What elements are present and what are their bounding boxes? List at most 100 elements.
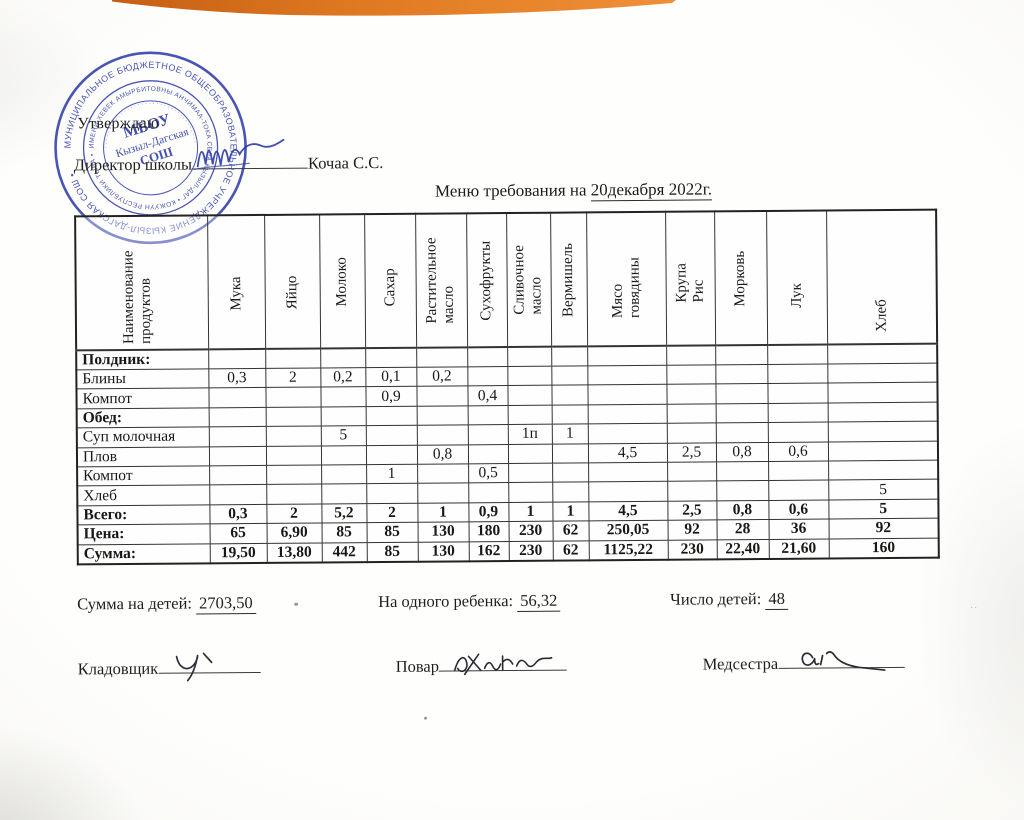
- cell: 0,1: [365, 367, 417, 388]
- column-header: Морковь: [714, 211, 768, 346]
- header-row: Наименование продуктов Мука Яйцо Молоко Саха…: [75, 209, 938, 351]
- cell: 36: [768, 519, 829, 540]
- cell: [716, 461, 769, 482]
- cell: 2,5: [667, 500, 717, 521]
- cell: 6,90: [266, 523, 322, 543]
- cell: 0,8: [416, 444, 469, 465]
- cell: 1125,22: [588, 539, 668, 560]
- column-header-text: Крупа Рис: [672, 263, 707, 303]
- cell: [265, 445, 322, 466]
- cell: [416, 386, 468, 407]
- cell: 130: [417, 541, 469, 562]
- cell: [667, 481, 717, 502]
- title-prefix: Меню требования на: [434, 180, 591, 201]
- cook-signature: [453, 653, 553, 676]
- cell: [365, 444, 418, 465]
- column-header-text: Сливочное масло: [511, 245, 545, 315]
- menu-table: Наименование продуктов Мука Яйцо Молоко Саха…: [74, 208, 940, 565]
- cell: [507, 346, 552, 367]
- cell: [208, 348, 266, 369]
- cell: 19,50: [209, 542, 267, 563]
- row-label: Сумма:: [77, 543, 210, 564]
- cell: [827, 382, 938, 403]
- cell: [467, 405, 508, 426]
- column-header-rotated: Вермишель: [551, 214, 587, 344]
- cell: 85: [366, 522, 418, 543]
- children-sum: Сумма на детей: 2703,50: [77, 593, 256, 615]
- row-label: Компот: [77, 465, 210, 487]
- cell: 0,2: [416, 366, 468, 387]
- per-child: На одного ребенка: 56,32: [378, 590, 561, 612]
- cell: 0,6: [767, 441, 829, 462]
- cell: [587, 384, 667, 405]
- cell: [321, 464, 367, 485]
- cell: [767, 422, 828, 443]
- children-count-label: Число детей:: [670, 589, 762, 609]
- cell: 0,6: [768, 499, 829, 520]
- cell: 13,80: [266, 542, 322, 563]
- cell: [208, 407, 266, 428]
- cook-label: Повар: [395, 656, 440, 676]
- cell: [507, 366, 552, 386]
- cell: [320, 387, 366, 407]
- cell: 0,9: [468, 502, 509, 522]
- column-header-rotated: Сливочное масло: [507, 215, 551, 345]
- name-header-text: Наименование продуктов: [120, 250, 155, 345]
- cell: [767, 402, 828, 423]
- storekeeper-label: Кладовщик: [77, 658, 159, 679]
- title-date: 20декабря 2022г.: [590, 179, 713, 202]
- column-header-rotated: Сухофрукты: [467, 215, 507, 345]
- cell: [716, 480, 769, 501]
- nurse-signature: [801, 651, 886, 671]
- cell: [827, 421, 938, 442]
- row-label: Всего:: [77, 504, 210, 526]
- cell: 21,60: [768, 538, 829, 559]
- column-header-rotated: Морковь: [715, 213, 767, 343]
- storekeeper-signature: [175, 652, 213, 682]
- children-count-value: 48: [765, 588, 789, 611]
- column-header: Лук: [766, 210, 828, 345]
- cell: 5: [828, 479, 939, 500]
- cell: 230: [667, 539, 717, 560]
- cell: 92: [828, 518, 939, 539]
- cell: 5: [828, 498, 939, 520]
- column-header-rotated: Мука: [208, 217, 265, 347]
- cell: [828, 460, 939, 481]
- cell: [551, 443, 589, 464]
- cell: 2: [366, 502, 418, 523]
- cell: 160: [828, 537, 939, 559]
- cell: [587, 404, 667, 425]
- column-header-rotated: Крупа Рис: [666, 213, 715, 343]
- column-header: Яйцо: [264, 214, 321, 349]
- cell: [551, 404, 588, 425]
- cell: 28: [716, 519, 769, 540]
- cell: 1: [551, 424, 588, 444]
- cell: 85: [366, 541, 418, 562]
- cell: [208, 426, 266, 447]
- cell: [266, 464, 322, 485]
- cell: [827, 401, 938, 423]
- row-label: Цена:: [77, 524, 210, 545]
- cell: [265, 348, 321, 369]
- cell: 62: [552, 540, 589, 561]
- cell: [588, 481, 668, 502]
- school-stamp: МУНИЦИПАЛЬНОЕ БЮДЖЕТНОЕ ОБЩЕОБРАЗОВАТЕЛЬ…: [54, 51, 247, 245]
- cell: 2,5: [666, 442, 717, 463]
- cell: [265, 426, 321, 446]
- cell: [365, 406, 417, 426]
- cell: 0,8: [716, 500, 769, 521]
- cell: [507, 404, 552, 425]
- cell: [208, 387, 266, 408]
- cell: [551, 346, 588, 367]
- cell: 1: [508, 501, 553, 522]
- column-header-text: Растительное масло: [423, 237, 458, 324]
- cell: [768, 480, 829, 501]
- cell: [551, 385, 588, 405]
- director-label: Директор школы: [73, 154, 193, 175]
- cell: 0,5: [468, 463, 509, 484]
- cell: [768, 460, 829, 481]
- scan-mark: ··: [970, 602, 979, 613]
- cell: [320, 348, 366, 369]
- cell: [666, 345, 716, 366]
- cell: [827, 440, 939, 461]
